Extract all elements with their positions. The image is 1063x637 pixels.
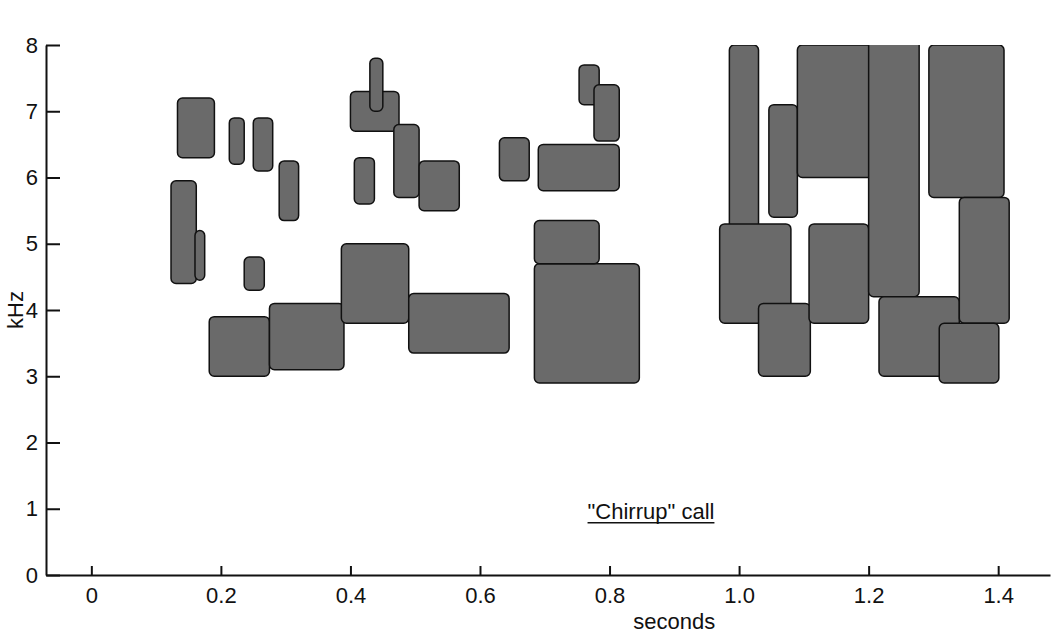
- energy-region: [769, 105, 798, 218]
- x-tick-label: 0: [86, 583, 98, 608]
- energy-region: [209, 317, 269, 377]
- y-axis-title: kHz: [3, 291, 28, 329]
- x-tick: 1.2: [854, 566, 885, 608]
- energy-region: [341, 244, 408, 324]
- x-tick: 0.8: [595, 566, 626, 608]
- energy-region: [759, 303, 811, 376]
- energy-region: [409, 293, 509, 353]
- y-tick: 2: [26, 430, 60, 455]
- y-tick-label: 1: [26, 496, 38, 521]
- y-tick: 3: [26, 364, 60, 389]
- y-tick-mark: [46, 508, 60, 510]
- y-tick: 8: [26, 33, 60, 58]
- energy-region: [229, 118, 244, 164]
- energy-region: [809, 224, 869, 323]
- energy-region: [279, 161, 298, 221]
- x-tick: 0.6: [465, 566, 496, 608]
- energy-region: [253, 118, 272, 171]
- x-axis: 0 0.2 0.4 0.6 0.8 1.0 1.2 1.4: [47, 566, 1051, 608]
- y-tick-label: 0: [26, 563, 38, 588]
- chart: 0 0.2 0.4 0.6 0.8 1.0 1.2 1.4 0 1 2 3 4 5 6 7 8 kHz second…: [0, 0, 1063, 637]
- x-axis-title: seconds: [633, 609, 715, 634]
- energy-region: [797, 45, 879, 178]
- y-tick-mark: [46, 177, 60, 179]
- x-axis-line: [47, 575, 1051, 577]
- x-tick-mark: [739, 566, 741, 575]
- x-tick-mark: [479, 566, 481, 575]
- x-tick-mark: [350, 566, 352, 575]
- x-tick-label: 0.2: [206, 583, 237, 608]
- x-tick: 0.4: [336, 566, 367, 608]
- y-tick-label: 8: [26, 33, 38, 58]
- energy-region: [195, 231, 205, 281]
- plot: 0 0.2 0.4 0.6 0.8 1.0 1.2 1.4 0 1 2 3 4 5 6 7 8: [26, 33, 1051, 608]
- x-tick: 1.0: [724, 566, 755, 608]
- x-tick-mark: [220, 566, 222, 575]
- x-tick: 1.4: [983, 566, 1014, 608]
- y-tick: 0: [26, 563, 60, 588]
- y-tick-label: 3: [26, 364, 38, 389]
- energy-region: [534, 221, 599, 264]
- energy-region: [499, 138, 529, 181]
- y-tick-label: 6: [26, 165, 38, 190]
- y-tick-label: 7: [26, 99, 38, 124]
- x-tick-mark: [609, 566, 611, 575]
- energy-region: [370, 58, 383, 111]
- x-tick-mark: [91, 566, 93, 575]
- y-axis: 0 1 2 3 4 5 6 7 8: [26, 33, 60, 588]
- y-tick: 6: [26, 165, 60, 190]
- x-tick-label: 0.8: [595, 583, 626, 608]
- x-tick-label: 0.4: [336, 583, 367, 608]
- y-tick-label: 2: [26, 430, 38, 455]
- x-tick-label: 1.2: [854, 583, 885, 608]
- energy-region: [394, 125, 419, 198]
- energy-region: [244, 257, 264, 290]
- energy-region: [594, 85, 619, 141]
- x-tick-mark: [868, 566, 870, 575]
- y-tick-mark: [46, 376, 60, 378]
- y-tick-label: 5: [26, 231, 38, 256]
- y-tick-mark: [46, 45, 60, 47]
- x-tick-mark: [998, 566, 1000, 575]
- y-tick: 1: [26, 496, 60, 521]
- x-tick-label: 0.6: [465, 583, 496, 608]
- energy-region: [538, 144, 619, 190]
- x-tick: 0: [86, 566, 98, 608]
- energy-region: [354, 158, 374, 204]
- energy-region: [177, 98, 214, 158]
- y-tick-label: 4: [26, 298, 38, 323]
- y-tick-mark: [46, 575, 60, 577]
- y-tick-mark: [46, 310, 60, 312]
- y-tick-mark: [46, 243, 60, 245]
- energy-region: [269, 303, 343, 369]
- energy-region: [929, 45, 1004, 197]
- x-tick: 0.2: [206, 566, 237, 608]
- y-tick: 5: [26, 231, 60, 256]
- energy-region: [939, 323, 999, 383]
- x-tick-label: 1.4: [983, 583, 1014, 608]
- energy-region: [171, 181, 196, 284]
- annotation: "Chirrup" call: [588, 499, 715, 524]
- annotation-underline: [588, 522, 715, 524]
- marks: [171, 45, 1009, 383]
- y-tick-mark: [46, 111, 60, 113]
- x-tick-label: 1.0: [724, 583, 755, 608]
- y-tick: 7: [26, 99, 60, 124]
- y-tick: 4: [26, 298, 60, 323]
- energy-region: [534, 264, 639, 383]
- energy-region: [959, 197, 1009, 323]
- energy-region: [869, 45, 920, 297]
- y-tick-mark: [46, 442, 60, 444]
- energy-region: [419, 161, 459, 211]
